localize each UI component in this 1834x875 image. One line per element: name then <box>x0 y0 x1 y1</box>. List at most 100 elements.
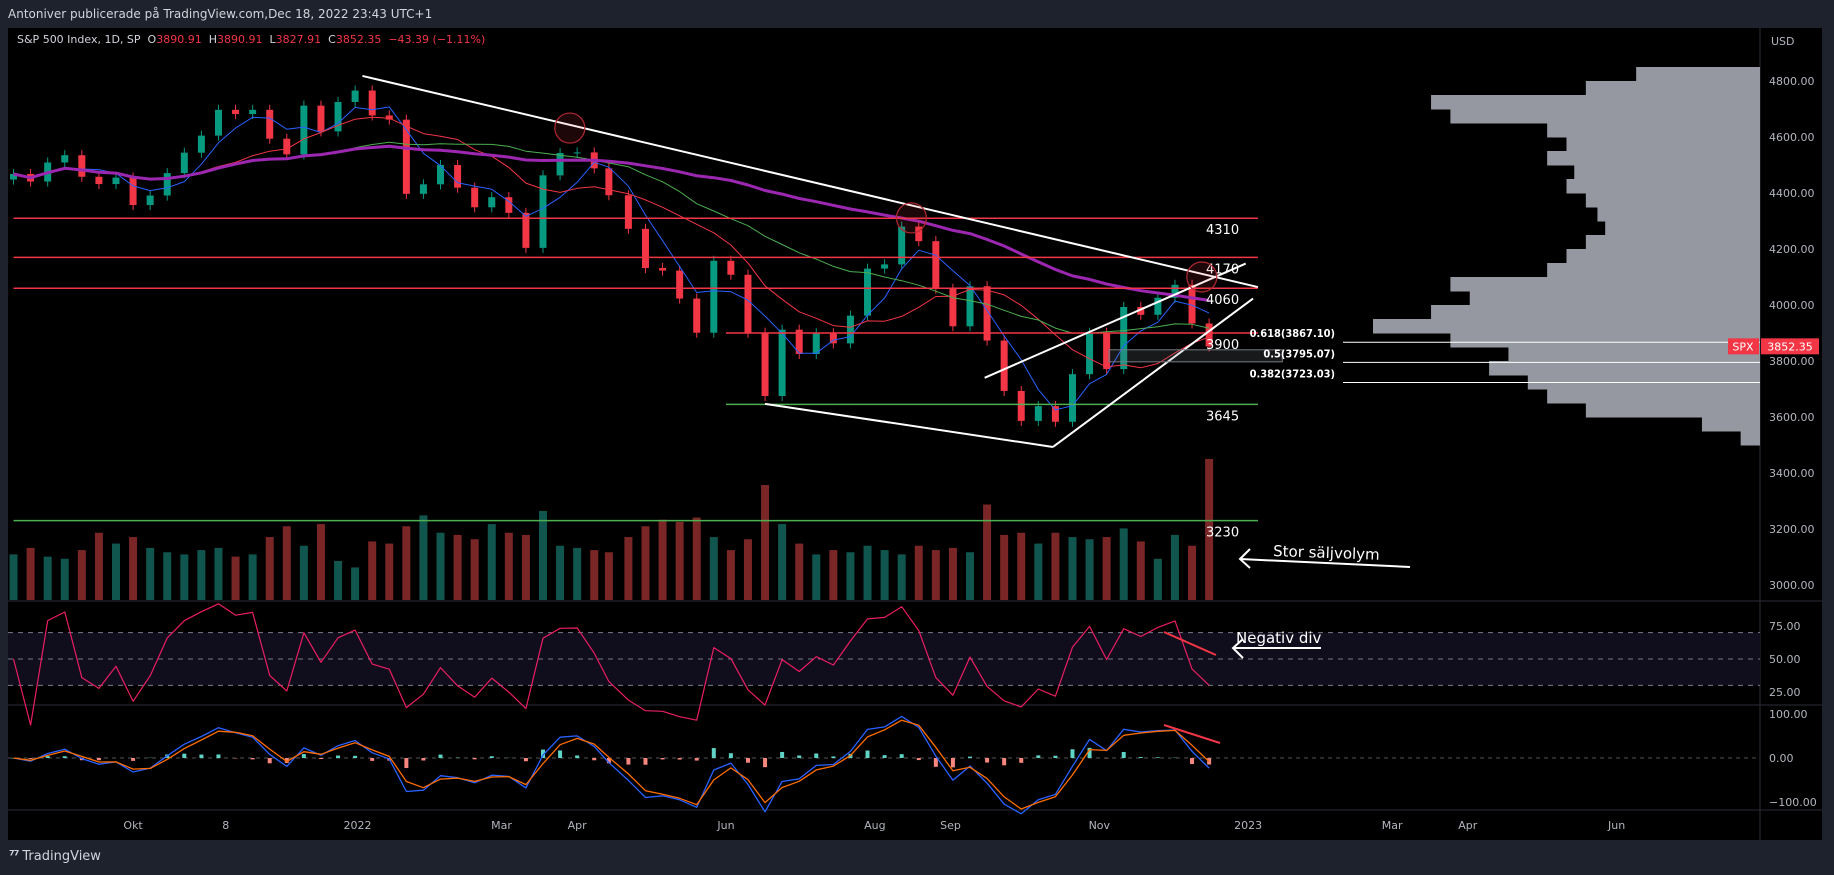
level-label-3230: 3230 <box>1206 526 1239 541</box>
macd-histogram-bar <box>831 756 836 758</box>
candle-body <box>78 155 86 177</box>
candle-body <box>402 119 410 194</box>
level-label-3645: 3645 <box>1206 409 1239 424</box>
volume-profile-bar <box>1636 67 1760 82</box>
candle-body <box>761 332 769 396</box>
volume-bar <box>1034 543 1043 600</box>
volume-bar <box>402 526 411 600</box>
macd-histogram-bar <box>199 754 204 758</box>
volume-bar <box>658 519 667 600</box>
candle-body <box>932 241 940 289</box>
candle-body <box>778 329 786 396</box>
time-tick: Jun <box>1607 819 1625 832</box>
candle-body <box>197 135 205 153</box>
time-tick: Okt <box>123 819 143 832</box>
volume-bar <box>931 550 940 600</box>
macd-histogram-bar <box>626 758 631 765</box>
volume-bar <box>334 560 343 600</box>
macd-histogram-bar <box>250 758 255 760</box>
volume-profile-bar <box>1585 81 1760 96</box>
volume-bar <box>504 532 513 600</box>
macd-histogram-bar <box>592 758 597 761</box>
macd-histogram-bar <box>62 756 67 758</box>
macd-histogram-bar <box>1053 755 1058 758</box>
price-tick: 4400.00 <box>1769 187 1815 200</box>
volume-profile-bar <box>1740 431 1760 446</box>
volume-profile-bar <box>1431 95 1760 110</box>
candle-body <box>1017 390 1025 421</box>
symbol-legend: S&P 500 Index, 1D, SP O3890.91 H3890.91 … <box>17 33 485 46</box>
macd-histogram-bar <box>606 758 611 764</box>
candle-body <box>829 333 837 344</box>
candle-body <box>419 184 427 194</box>
candle-body <box>1188 284 1196 324</box>
chart-canvas[interactable]: 4310 4170 4060 3900 3645 3230 0.618(3867.10) 0.… <box>0 0 1834 840</box>
volume-profile-bar <box>1469 291 1760 306</box>
candle-body <box>573 152 581 154</box>
volume-profile-bar <box>1547 263 1760 278</box>
candle-body <box>556 152 564 176</box>
volume-bar <box>265 537 274 600</box>
volume-bar <box>983 504 992 600</box>
candle-body <box>266 109 274 139</box>
volume-bar <box>470 539 479 600</box>
trendline <box>362 74 1259 289</box>
volume-profile-bar <box>1547 151 1760 166</box>
brand-name: TradingView <box>22 849 101 864</box>
candle-body <box>61 155 69 163</box>
macd-histogram-bar <box>643 758 648 765</box>
volume-bar <box>966 552 974 600</box>
volume-bar <box>914 545 923 600</box>
price-tick: 3400.00 <box>1769 467 1815 480</box>
volume-bar <box>436 532 445 600</box>
volume-bar <box>709 537 718 600</box>
highlight-circle <box>1186 261 1218 293</box>
level-label-3900: 3900 <box>1206 338 1239 353</box>
volume-bar <box>487 524 496 600</box>
time-tick: 2022 <box>344 819 372 832</box>
macd-histogram-bar <box>1002 758 1007 766</box>
macd-histogram-bar <box>318 758 323 760</box>
macd-histogram-bar <box>541 749 545 758</box>
candle-body <box>334 102 342 132</box>
volume-profile-bar <box>1450 277 1760 292</box>
volume-bar <box>453 534 462 600</box>
close-label: C <box>328 33 336 46</box>
volume-bar <box>743 539 752 600</box>
volume-bar <box>1170 534 1179 600</box>
volume-bar <box>94 532 103 600</box>
volume-bar <box>1119 528 1128 600</box>
fib-label: 0.618(3867.10) <box>1250 327 1335 340</box>
volume-bar <box>1205 458 1214 600</box>
symbol-badge-label: SPX <box>1732 340 1754 353</box>
volume-bar <box>692 517 701 600</box>
candle-body <box>641 228 649 269</box>
macd-histogram-bar <box>865 750 870 758</box>
trendline <box>1052 297 1254 448</box>
macd-histogram-bar <box>899 754 904 758</box>
macd-histogram-bar <box>968 756 972 758</box>
candle-body <box>1171 284 1179 298</box>
volume-bar <box>829 550 838 600</box>
volume-bar <box>948 547 957 600</box>
candle-body <box>846 315 854 344</box>
macd-histogram-bar <box>575 755 580 758</box>
macd-tick: −100.00 <box>1769 796 1817 809</box>
candle-body <box>1034 406 1042 421</box>
volume-bar <box>846 552 855 600</box>
candle-body <box>795 329 803 354</box>
tradingview-logo[interactable]: ⁷⁷ TradingView <box>9 849 101 864</box>
macd-histogram-bar <box>882 755 887 758</box>
last-price-value: 3852.35 <box>1767 340 1813 353</box>
macd-histogram-bar <box>421 758 426 761</box>
last-price-badge <box>1761 338 1819 355</box>
volume-profile-bar <box>1373 319 1760 334</box>
volume-bar <box>778 524 787 600</box>
volume-bar <box>863 545 872 600</box>
volume-bar <box>112 543 120 600</box>
footer: ⁷⁷ TradingView <box>0 840 1834 875</box>
time-tick: Apr <box>568 819 588 832</box>
annotation-stor-saljvolym: Stor säljvolym <box>1273 542 1380 564</box>
macd-histogram-bar <box>814 753 819 758</box>
macd-histogram-bar <box>1070 749 1075 758</box>
